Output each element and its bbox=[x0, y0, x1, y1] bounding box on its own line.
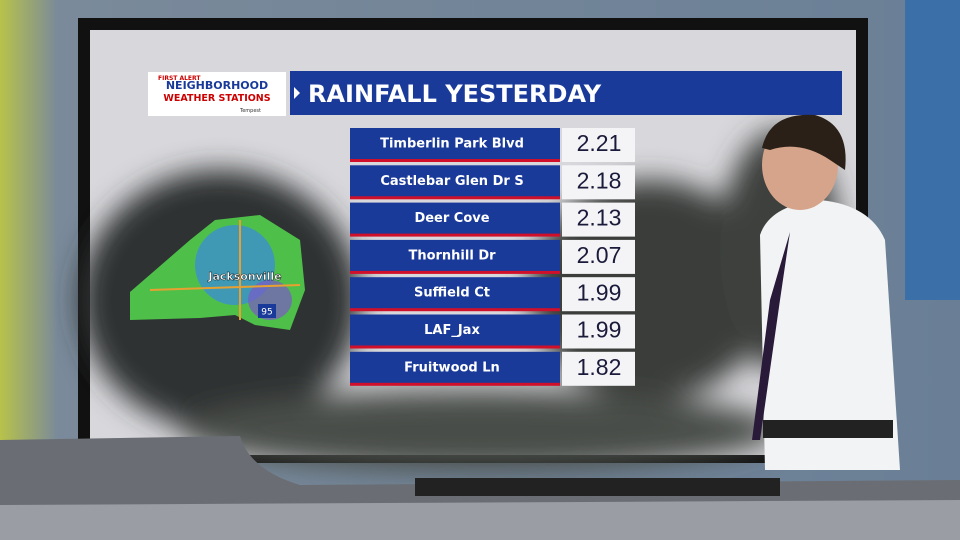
row-name-cell bbox=[350, 351, 560, 385]
station-name: Castlebar Glen Dr S bbox=[380, 174, 523, 189]
row-name-cell bbox=[350, 239, 560, 273]
logo-text: NEIGHBORHOOD bbox=[166, 79, 268, 92]
map-label: Jacksonville bbox=[207, 270, 281, 283]
row-name-cell bbox=[350, 165, 560, 199]
station-name: LAF_Jax bbox=[424, 323, 480, 338]
row-name-cell bbox=[350, 277, 560, 311]
row-value-cell bbox=[562, 351, 635, 386]
highway-label: 95 bbox=[261, 308, 272, 318]
title: RAINFALL YESTERDAY bbox=[308, 80, 602, 108]
row-underline bbox=[350, 159, 560, 162]
station-name: Timberlin Park Blvd bbox=[380, 137, 524, 152]
row-value-cell bbox=[562, 165, 635, 200]
row-value-cell bbox=[562, 239, 635, 274]
rainfall-value: 2.18 bbox=[577, 167, 622, 193]
rainfall-value: 2.07 bbox=[577, 242, 622, 268]
station-name: Fruitwood Ln bbox=[404, 360, 500, 375]
title-bar bbox=[290, 71, 842, 115]
row-name-cell bbox=[350, 314, 560, 348]
title-arrow bbox=[294, 87, 300, 99]
row-underline bbox=[350, 345, 560, 349]
rainfall-table: Timberlin Park Blvd 2.21 Castlebar Glen Dr… bbox=[350, 128, 635, 386]
row-underline bbox=[350, 382, 560, 386]
rainfall-value: 2.21 bbox=[577, 130, 622, 156]
logo-text: FIRST ALERT bbox=[158, 75, 201, 82]
side-screen bbox=[905, 0, 960, 300]
row-value-cell bbox=[562, 128, 635, 162]
row-name-cell bbox=[350, 202, 560, 236]
row-underline bbox=[350, 308, 560, 312]
row-name-cell bbox=[350, 128, 560, 161]
row-value-cell bbox=[562, 314, 635, 349]
logo: FIRST ALERT NEIGHBORHOOD WEATHER STATION… bbox=[148, 72, 286, 116]
logo-text: Tempest bbox=[239, 108, 261, 114]
presenter bbox=[752, 114, 900, 470]
row-underline bbox=[350, 196, 560, 200]
rainfall-value: 1.82 bbox=[577, 354, 622, 380]
rainfall-value: 1.99 bbox=[577, 279, 622, 305]
row-value-cell bbox=[562, 202, 635, 237]
rainfall-value: 1.99 bbox=[577, 317, 622, 343]
row-underline bbox=[350, 270, 560, 274]
station-name: Suffield Ct bbox=[414, 286, 490, 301]
row-underline bbox=[350, 233, 560, 237]
row-value-cell bbox=[562, 277, 635, 312]
rainfall-value: 2.13 bbox=[577, 205, 622, 231]
map: Jacksonville 95 bbox=[130, 215, 305, 330]
logo-text: WEATHER STATIONS bbox=[163, 93, 270, 104]
station-name: Thornhill Dr bbox=[408, 248, 496, 263]
desk bbox=[0, 436, 960, 540]
station-name: Deer Cove bbox=[414, 211, 489, 226]
